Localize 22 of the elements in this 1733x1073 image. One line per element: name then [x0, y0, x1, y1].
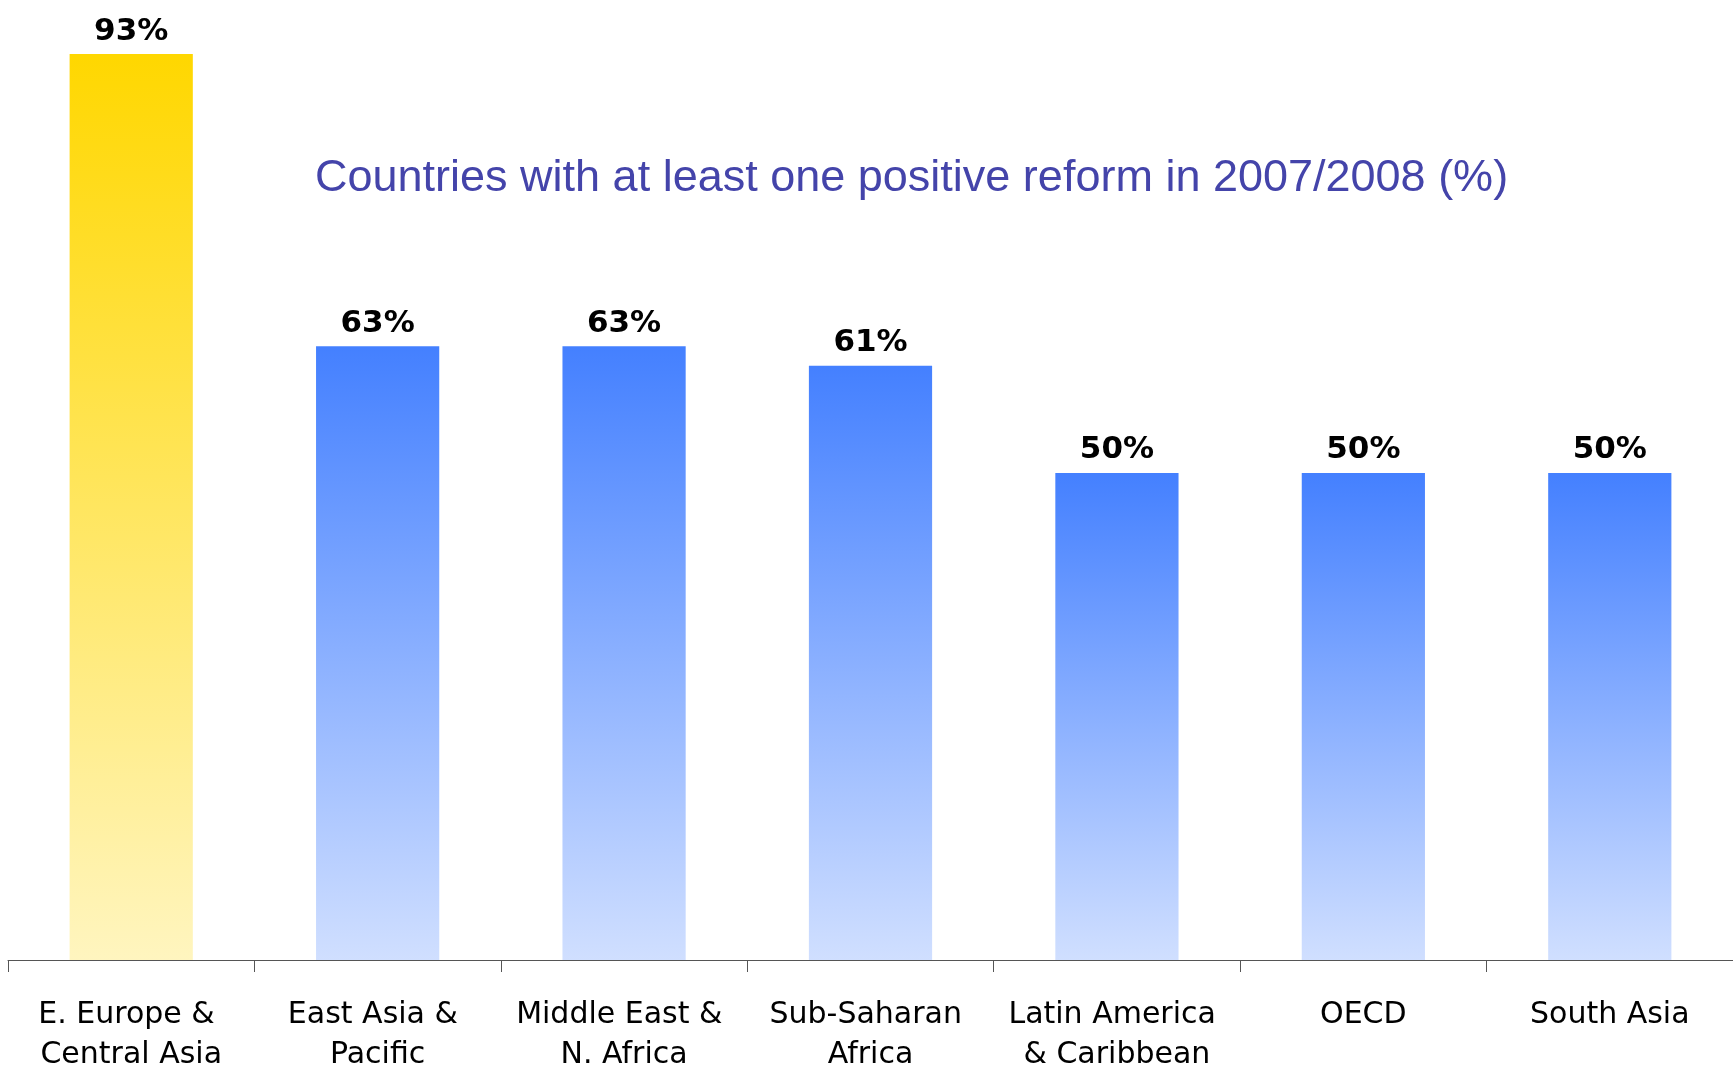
bar	[69, 54, 193, 960]
x-tick-label: Sub-Saharan Africa	[769, 994, 972, 1070]
bar	[1301, 472, 1425, 960]
x-tick-label: E. Europe & Central Asia	[38, 994, 225, 1070]
x-tick-label: Middle East & N. Africa	[516, 994, 732, 1070]
data-label: 63%	[586, 302, 662, 339]
data-label: 63%	[340, 302, 415, 339]
bar	[562, 346, 686, 960]
data-label: 93%	[94, 10, 169, 47]
data-label: 50%	[1079, 429, 1155, 466]
x-tick-label: Latin America & Caribbean	[1008, 994, 1226, 1070]
x-tick-label: South Asia	[1529, 994, 1690, 1030]
data-label: 50%	[1572, 429, 1647, 466]
x-tick-label: East Asia & Pacific	[287, 994, 468, 1070]
x-tick-label: OECD	[1320, 994, 1407, 1030]
bar	[808, 365, 933, 960]
data-label: 50%	[1326, 429, 1401, 466]
bar	[316, 346, 440, 960]
text: Countries with at least one positive reform in 2007/2008 (%)	[315, 150, 1509, 201]
data-label: 61%	[833, 322, 908, 359]
bar	[1548, 472, 1672, 960]
bar	[1055, 472, 1179, 960]
